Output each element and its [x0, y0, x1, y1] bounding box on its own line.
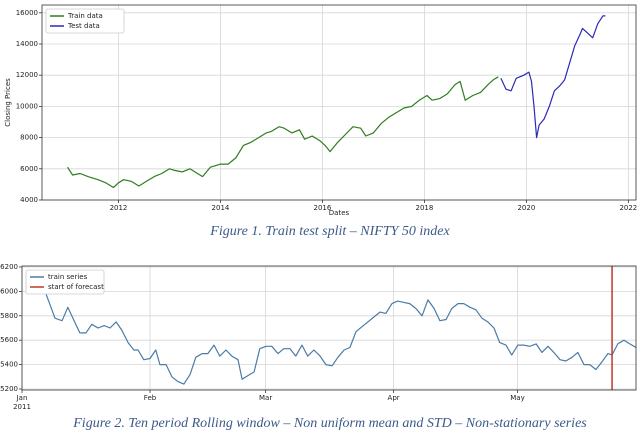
series-line [66, 76, 499, 189]
y-tick-label: 5200 [0, 385, 18, 393]
x-tick-label: Mar [259, 394, 272, 402]
y-tick-label: 5600 [0, 336, 18, 344]
y-tick-label: 5800 [0, 312, 18, 320]
x-tick-label: Apr [388, 394, 400, 402]
series-line [44, 291, 637, 385]
y-tick-label: 6000 [0, 287, 18, 295]
y-tick-label: 14000 [16, 40, 38, 48]
legend-label: Test data [67, 22, 100, 30]
plot-frame [21, 265, 637, 391]
y-tick-label: 16000 [16, 9, 38, 17]
x-tick-label: May [510, 394, 524, 402]
y-tick-label: 4000 [20, 196, 38, 204]
legend-label: Train data [67, 12, 103, 20]
legend-label: start of forecast [48, 283, 104, 291]
legend-label: train series [48, 273, 88, 281]
x-year-label: 2011 [13, 403, 31, 411]
y-tick-label: 10000 [16, 102, 38, 110]
x-tick-label: Jan [16, 394, 28, 402]
y-tick-label: 6000 [20, 165, 38, 173]
plot-frame [41, 4, 637, 201]
x-tick-label: 2014 [212, 204, 230, 212]
y-tick-label: 6200 [0, 263, 18, 271]
x-tick-label: Feb [144, 394, 157, 402]
series-line [500, 15, 606, 139]
figure-caption: Figure 1. Train test split – NIFTY 50 in… [209, 224, 450, 239]
x-tick-label: 2012 [110, 204, 128, 212]
y-tick-label: 12000 [16, 71, 38, 79]
y-tick-label: 8000 [20, 134, 38, 142]
x-tick-label: 2022 [619, 204, 637, 212]
legend-box [25, 269, 105, 295]
x-tick-label: 2016 [314, 204, 332, 212]
legend-box [45, 8, 125, 34]
y-tick-label: 5400 [0, 361, 18, 369]
y-axis-label: Closing Prices [4, 78, 12, 127]
figure-caption: Figure 2. Ten period Rolling window – No… [72, 416, 587, 431]
x-axis-label: Dates [329, 209, 350, 217]
x-tick-label: 2018 [415, 204, 433, 212]
x-tick-label: 2020 [517, 204, 535, 212]
